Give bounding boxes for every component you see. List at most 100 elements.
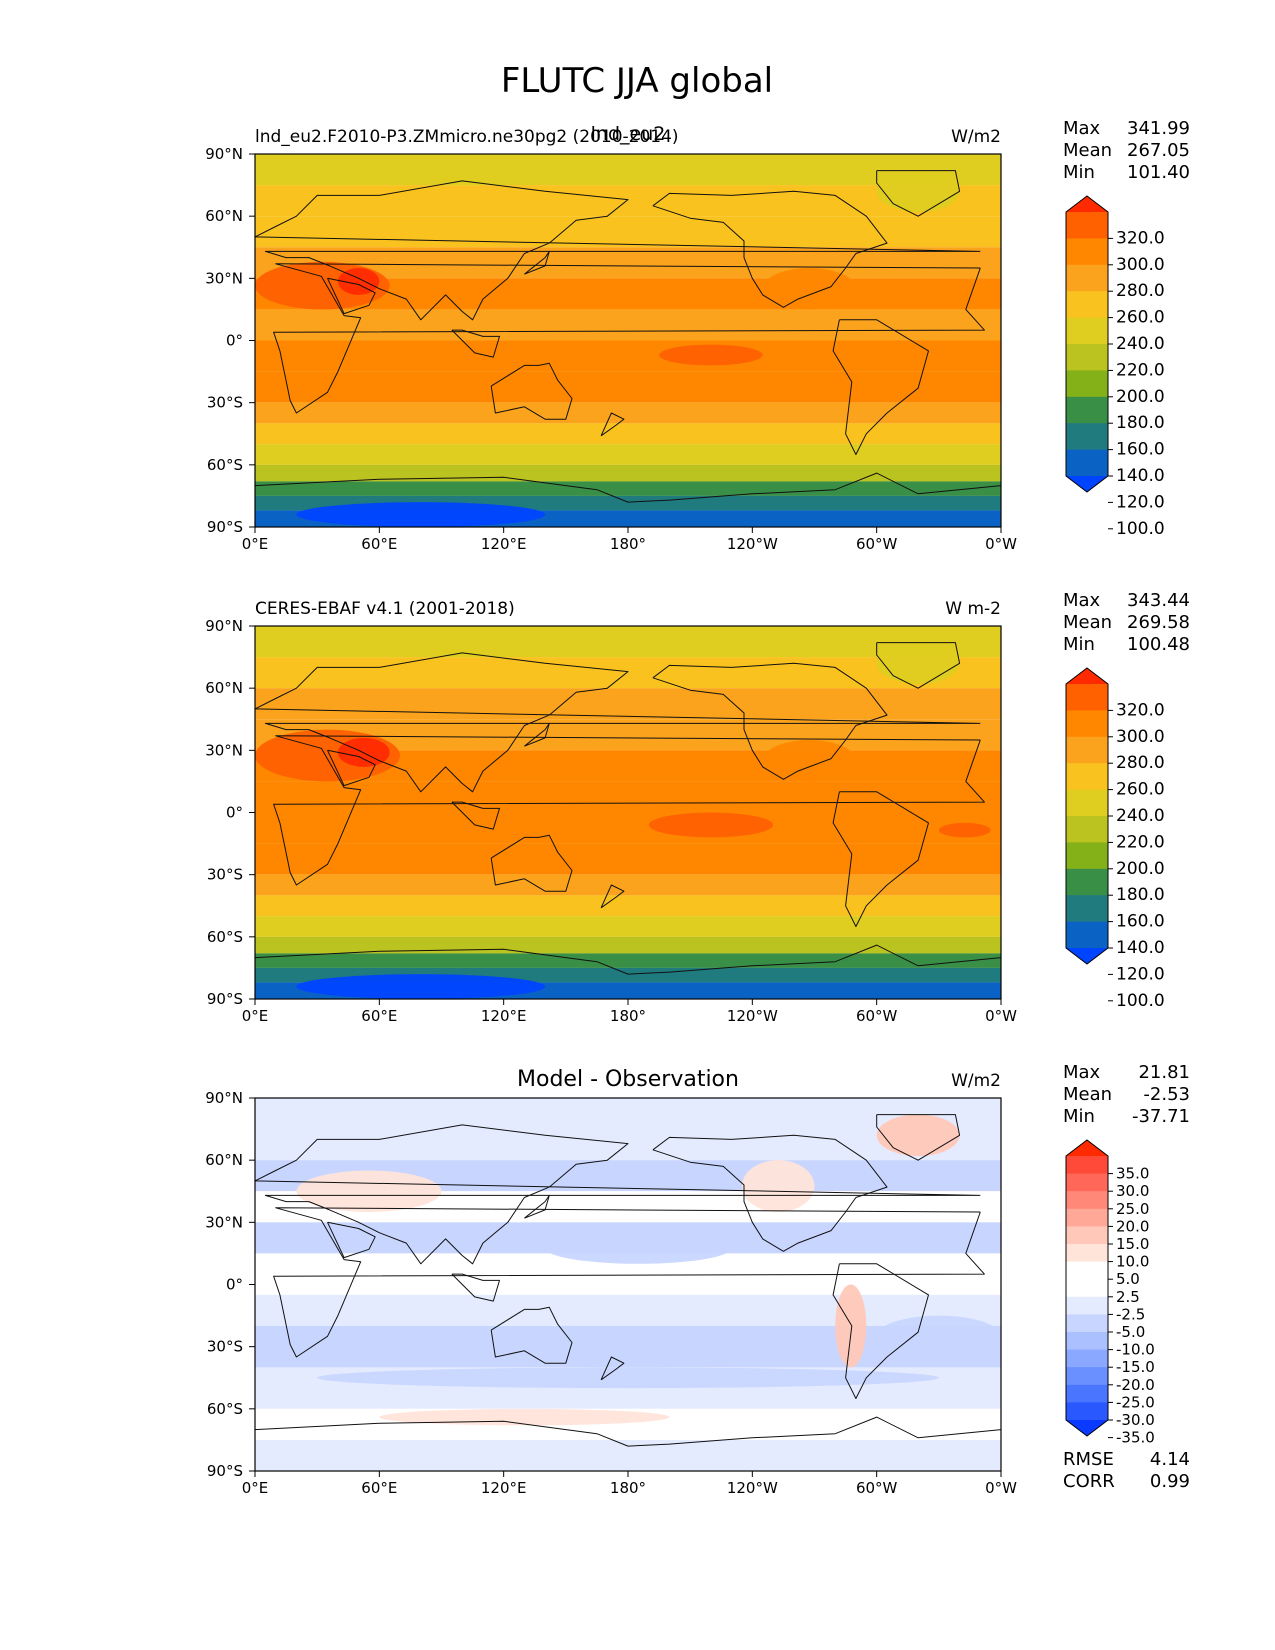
lat-band	[255, 812, 1001, 844]
stat-value: 100.48	[1127, 634, 1190, 655]
lat-band	[255, 936, 1001, 954]
colorbar-label: 280.0	[1116, 753, 1165, 773]
panels: 0°E 60°E 120°E 180° 120°W 60°W 0°W 90°N 60°N 30°N…	[205, 118, 1190, 1497]
colorbar-segment	[1066, 1332, 1108, 1351]
y-tick-label: 60°S	[207, 928, 243, 946]
x-tick-label: 0°W	[985, 1479, 1017, 1497]
x-tick-label: 120°E	[481, 1479, 527, 1497]
x-tick-label: 180°	[610, 1007, 646, 1025]
field-feature-east-pacific-subtropic	[762, 739, 856, 782]
colorbar-segment	[1066, 344, 1108, 371]
lat-band	[255, 874, 1001, 896]
colorbar-segment	[1066, 1402, 1108, 1421]
bottom-stat-label: RMSE	[1063, 1449, 1114, 1470]
panel-title: lnd_eu2	[591, 123, 666, 145]
y-tick-label: 60°N	[205, 679, 243, 697]
coastline	[327, 277, 376, 315]
y-tick-label: 0°	[226, 804, 243, 822]
stat-label: Max	[1063, 1062, 1101, 1083]
colorbar-segment	[1066, 423, 1108, 451]
field-feature-southern-ocean-cold	[317, 1367, 939, 1389]
colorbar-label: 320.0	[1116, 700, 1165, 720]
coastline	[255, 944, 1001, 975]
colorbar-label: 220.0	[1116, 832, 1165, 852]
stat-value: -37.71	[1132, 1106, 1190, 1127]
lat-band	[255, 843, 1001, 875]
colorbar-segment	[1066, 1244, 1108, 1263]
colorbar-segment	[1066, 291, 1108, 319]
field-feature-pacific-cold	[545, 1232, 732, 1264]
coastline	[600, 1356, 625, 1381]
x-tick-label: 60°E	[361, 1007, 397, 1025]
coastline	[255, 180, 981, 321]
y-tick-label: 60°N	[205, 207, 243, 225]
lat-band	[255, 953, 1001, 968]
colorbar-segment	[1066, 895, 1108, 923]
x-tick-label: 60°W	[856, 1479, 898, 1497]
stat-value: 343.44	[1127, 590, 1190, 611]
y-tick-label: 90°N	[205, 145, 243, 163]
stat-value: 101.40	[1127, 162, 1190, 183]
field-feature-antarctica-east	[296, 502, 546, 527]
x-tick-label: 120°W	[727, 1479, 778, 1497]
colorbar-segment	[1066, 1208, 1108, 1227]
field-feature-antarctica-east	[296, 974, 546, 999]
coastline	[273, 1207, 985, 1358]
y-tick-label: 30°N	[205, 741, 243, 759]
coastlines	[255, 1114, 1001, 1447]
colorbar-arrow-bottom	[1066, 1420, 1108, 1436]
colorbar-label: -2.5	[1116, 1305, 1145, 1323]
coastlines	[255, 642, 1001, 975]
colorbar-label: 10.0	[1116, 1253, 1149, 1271]
colorbar-label: 180.0	[1116, 885, 1165, 905]
colorbar-label: 5.0	[1116, 1270, 1140, 1288]
stat-value: 21.81	[1138, 1062, 1190, 1083]
map-panel-model: 0°E 60°E 120°E 180° 120°W 60°W 0°W 90°N 60°N 30°N…	[205, 118, 1190, 553]
y-tick-label: 90°S	[207, 1462, 243, 1480]
stat-label: Mean	[1063, 1084, 1112, 1105]
panel-units: W/m2	[951, 1071, 1001, 1091]
field-feature-south-atlantic-east	[938, 822, 991, 838]
colorbar-label: 140.0	[1116, 938, 1165, 958]
lat-band	[255, 1439, 1001, 1471]
stat-label: Mean	[1063, 140, 1112, 161]
lat-band	[255, 1294, 1001, 1326]
field-feature-greenland	[876, 170, 960, 213]
colorbar-label: 200.0	[1116, 859, 1165, 879]
stat-label: Max	[1063, 590, 1101, 611]
coastline	[876, 642, 961, 689]
field-feature-north-america-warm	[741, 1160, 815, 1212]
coastline	[490, 834, 573, 892]
coastline	[255, 472, 1001, 503]
colorbar-segment	[1066, 684, 1108, 711]
y-tick-label: 0°	[226, 1276, 243, 1294]
coastline	[255, 1416, 1001, 1447]
colorbar-segment	[1066, 1384, 1108, 1403]
colorbar-segment	[1066, 736, 1108, 764]
lat-band	[255, 481, 1001, 496]
colorbar-label: 180.0	[1116, 413, 1165, 433]
colorbar-segment	[1066, 370, 1108, 398]
colorbar-segment	[1066, 842, 1108, 870]
colorbar-arrow-top	[1066, 196, 1108, 212]
panel-title: Model - Observation	[517, 1067, 739, 1092]
colorbar-label: 240.0	[1116, 806, 1165, 826]
colorbar-label: 35.0	[1116, 1165, 1149, 1183]
colorbar-label: 100.0	[1116, 519, 1165, 539]
x-tick-label: 60°W	[856, 1007, 898, 1025]
coastline	[652, 1134, 888, 1252]
x-tick-label: 0°W	[985, 1007, 1017, 1025]
bottom-stat-value: 4.14	[1150, 1449, 1190, 1470]
lat-band	[255, 895, 1001, 917]
coastline	[273, 735, 985, 886]
coastline	[524, 722, 550, 747]
x-tick-label: 120°W	[727, 535, 778, 553]
y-tick-label: 60°S	[207, 456, 243, 474]
y-tick-label: 30°S	[207, 394, 243, 412]
x-tick-label: 180°	[610, 535, 646, 553]
colorbar-label: 15.0	[1116, 1235, 1149, 1253]
stat-value: 341.99	[1127, 118, 1190, 139]
lat-band	[255, 402, 1001, 424]
y-tick-label: 90°S	[207, 990, 243, 1008]
lat-band	[255, 444, 1001, 465]
